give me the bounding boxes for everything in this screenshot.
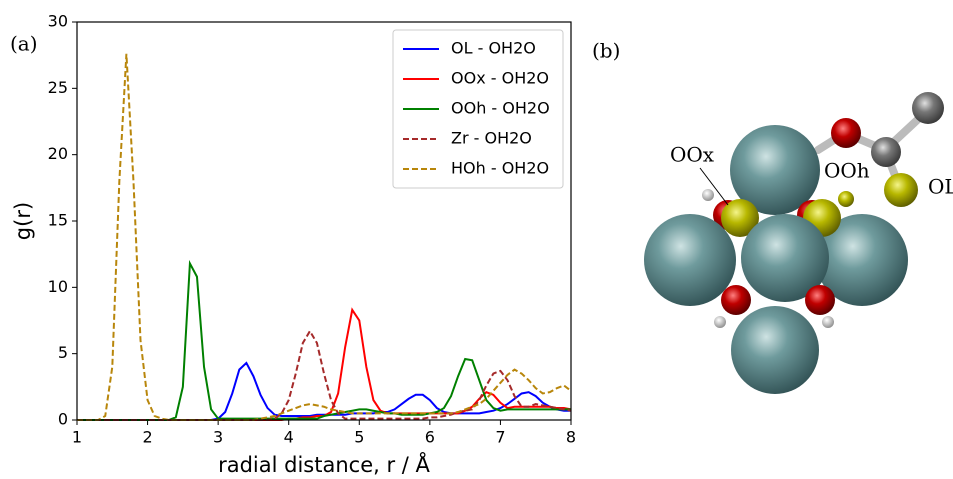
x-tick-label: 7 [495,428,505,447]
y-axis-label: g(r) [11,202,35,240]
panel-label: (a) [10,32,38,56]
atom-label: OOx [670,143,715,167]
y-tick-label: 25 [48,78,68,97]
x-tick-label: 3 [213,428,223,447]
legend-label: OOh - OH2O [451,99,550,118]
legend-label: HOh - OH2O [451,159,549,178]
x-axis-label: radial distance, r / Å [218,451,430,477]
line-series [77,307,572,421]
molecule: (b) OOx OOh OL [592,39,953,394]
panel-label: (b) [592,39,620,63]
y-tick-label: 30 [48,12,68,31]
y-tick-label: 5 [58,343,68,362]
atom-label: OL [928,175,953,199]
x-tick-label: 8 [566,428,576,447]
line-series [77,53,572,421]
plot-frame [76,21,572,421]
atom-label: OOh [824,159,870,183]
legend-label: OL - OH2O [451,39,536,58]
y-tick-label: 20 [48,144,68,163]
x-tick-label: 1 [72,428,82,447]
x-tick-label: 5 [354,428,364,447]
legend-label: Zr - OH2O [451,129,532,148]
x-tick-label: 2 [142,428,152,447]
x-tick-label: 6 [425,428,435,447]
legend-label: OOx - OH2O [451,69,549,88]
legend-box [392,29,564,189]
line-series [77,259,571,421]
y-tick-label: 10 [48,277,68,296]
y-tick-label: 15 [48,211,68,230]
x-tick-label: 4 [284,428,294,447]
y-tick-label: 0 [58,410,68,429]
